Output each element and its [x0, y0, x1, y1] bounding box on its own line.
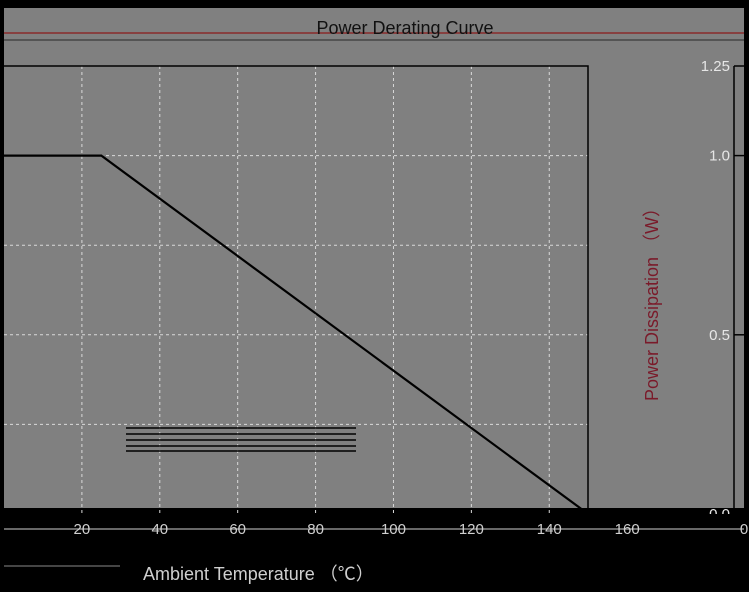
chart-panel — [4, 8, 744, 508]
x-tick-label: 60 — [229, 521, 246, 538]
hatch-marks — [126, 427, 356, 452]
x-tick-label: 120 — [459, 521, 484, 538]
x-tick-label: 80 — [307, 521, 324, 538]
y-axis-label: Power Dissipation （W） — [642, 199, 662, 401]
x-tick-label: 20 — [74, 521, 91, 538]
title-bar — [4, 24, 744, 44]
x-axis-band — [4, 514, 744, 536]
x-tick-label: 100 — [381, 521, 406, 538]
x-axis-label: Ambient Temperature （℃） — [143, 564, 374, 584]
series — [4, 154, 589, 515]
x-tick-label: 40 — [151, 521, 168, 538]
y-tick-label: 1.25 — [701, 58, 730, 75]
x-tick-label: 140 — [537, 521, 562, 538]
y-tick-label: 1.0 — [709, 148, 730, 165]
x-ticks: 20 40 60 80 100 120 140 160 0 — [74, 521, 749, 538]
chart-title: Power Derating Curve — [316, 18, 493, 38]
series-line — [4, 154, 589, 515]
x-tick-label: 0 — [740, 521, 748, 538]
y-tick-label: 0.5 — [709, 327, 730, 344]
plot-frame — [4, 65, 589, 514]
x-tick-label: 160 — [615, 521, 640, 538]
